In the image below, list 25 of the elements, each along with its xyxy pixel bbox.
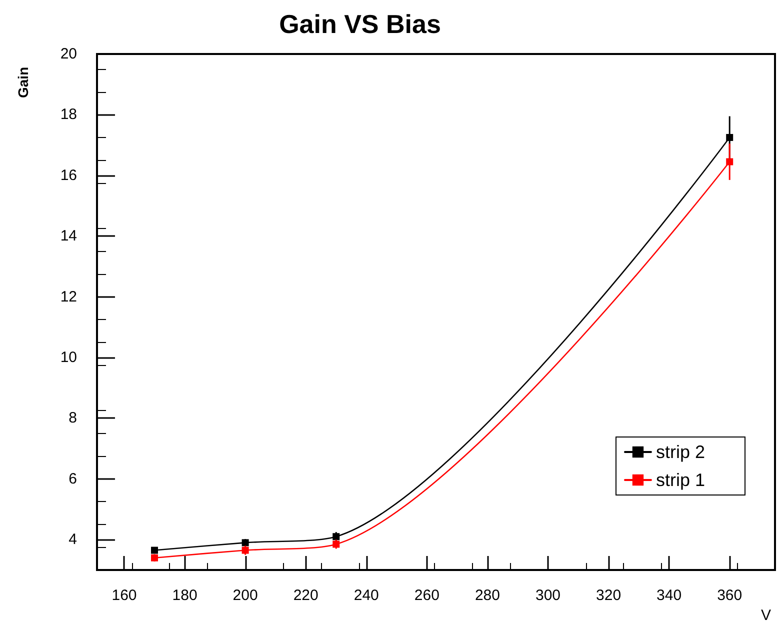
x-tick-label: 260 <box>414 587 440 604</box>
chart-title: Gain VS Bias <box>279 9 441 39</box>
x-tick-label: 320 <box>596 587 622 604</box>
legend-label: strip 2 <box>656 442 706 462</box>
x-tick-label: 280 <box>474 587 500 604</box>
x-tick-label: 200 <box>232 587 258 604</box>
x-tick-label: 180 <box>172 587 198 604</box>
y-tick-label: 6 <box>68 470 77 488</box>
y-axis-title: Gain <box>15 66 31 98</box>
y-tick-label: 12 <box>60 288 77 306</box>
x-tick-label: 160 <box>112 587 137 604</box>
y-tick-label: 14 <box>60 228 77 245</box>
y-tick-label: 4 <box>68 531 77 548</box>
y-tick-label: 16 <box>60 166 77 184</box>
y-tick-label: 18 <box>60 106 77 124</box>
x-tick-label: 220 <box>293 587 318 604</box>
y-tick-label: 8 <box>68 410 77 427</box>
x-tick-label: 240 <box>354 587 379 604</box>
y-tick-label: 10 <box>60 349 77 366</box>
x-tick-label: 300 <box>535 587 561 604</box>
legend-label: strip 1 <box>656 470 706 490</box>
x-tick-label: 340 <box>656 587 682 604</box>
x-axis-title: V <box>761 607 772 624</box>
x-tick-label: 360 <box>717 587 742 604</box>
y-tick-label: 20 <box>60 46 77 62</box>
